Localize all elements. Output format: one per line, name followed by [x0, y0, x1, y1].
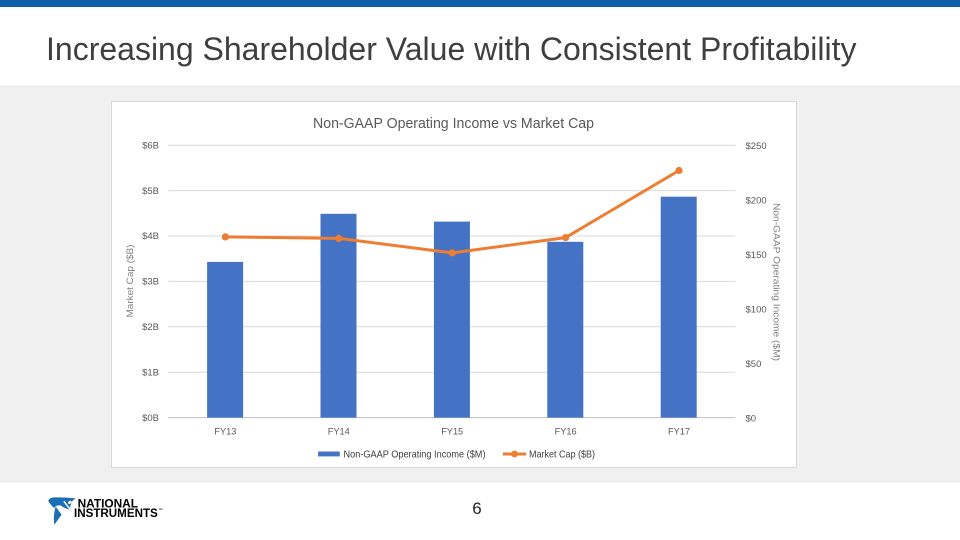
svg-text:$0B: $0B	[142, 413, 159, 424]
svg-text:$100: $100	[746, 305, 767, 316]
svg-text:FY15: FY15	[441, 427, 463, 438]
svg-text:Non-GAAP Operating Income vs M: Non-GAAP Operating Income vs Market Cap	[313, 116, 594, 132]
svg-text:$3B: $3B	[142, 277, 159, 288]
svg-text:FY13: FY13	[214, 427, 236, 438]
svg-text:$250: $250	[746, 141, 767, 152]
svg-text:FY17: FY17	[668, 427, 690, 438]
svg-text:$1B: $1B	[142, 367, 159, 378]
svg-text:INSTRUMENTS: INSTRUMENTS	[74, 506, 158, 520]
svg-text:FY16: FY16	[555, 427, 577, 438]
svg-text:NATIONAL: NATIONAL	[78, 496, 139, 510]
svg-text:Market Cap ($B): Market Cap ($B)	[529, 449, 595, 461]
svg-text:$6B: $6B	[142, 140, 159, 151]
svg-text:Market Cap ($B): Market Cap ($B)	[125, 245, 136, 318]
svg-text:™: ™	[158, 507, 163, 512]
svg-text:Non-GAAP Operating Income ($M): Non-GAAP Operating Income ($M)	[344, 449, 486, 461]
svg-text:FY14: FY14	[328, 427, 350, 438]
svg-text:$5B: $5B	[142, 186, 159, 197]
svg-text:$150: $150	[746, 250, 767, 261]
svg-text:$2B: $2B	[142, 322, 159, 333]
svg-text:$200: $200	[746, 196, 767, 207]
svg-text:$4B: $4B	[142, 231, 159, 242]
svg-text:Non-GAAP Operating Income ($M): Non-GAAP Operating Income ($M)	[771, 203, 782, 361]
svg-text:$0: $0	[746, 414, 757, 425]
svg-text:$50: $50	[746, 359, 762, 370]
